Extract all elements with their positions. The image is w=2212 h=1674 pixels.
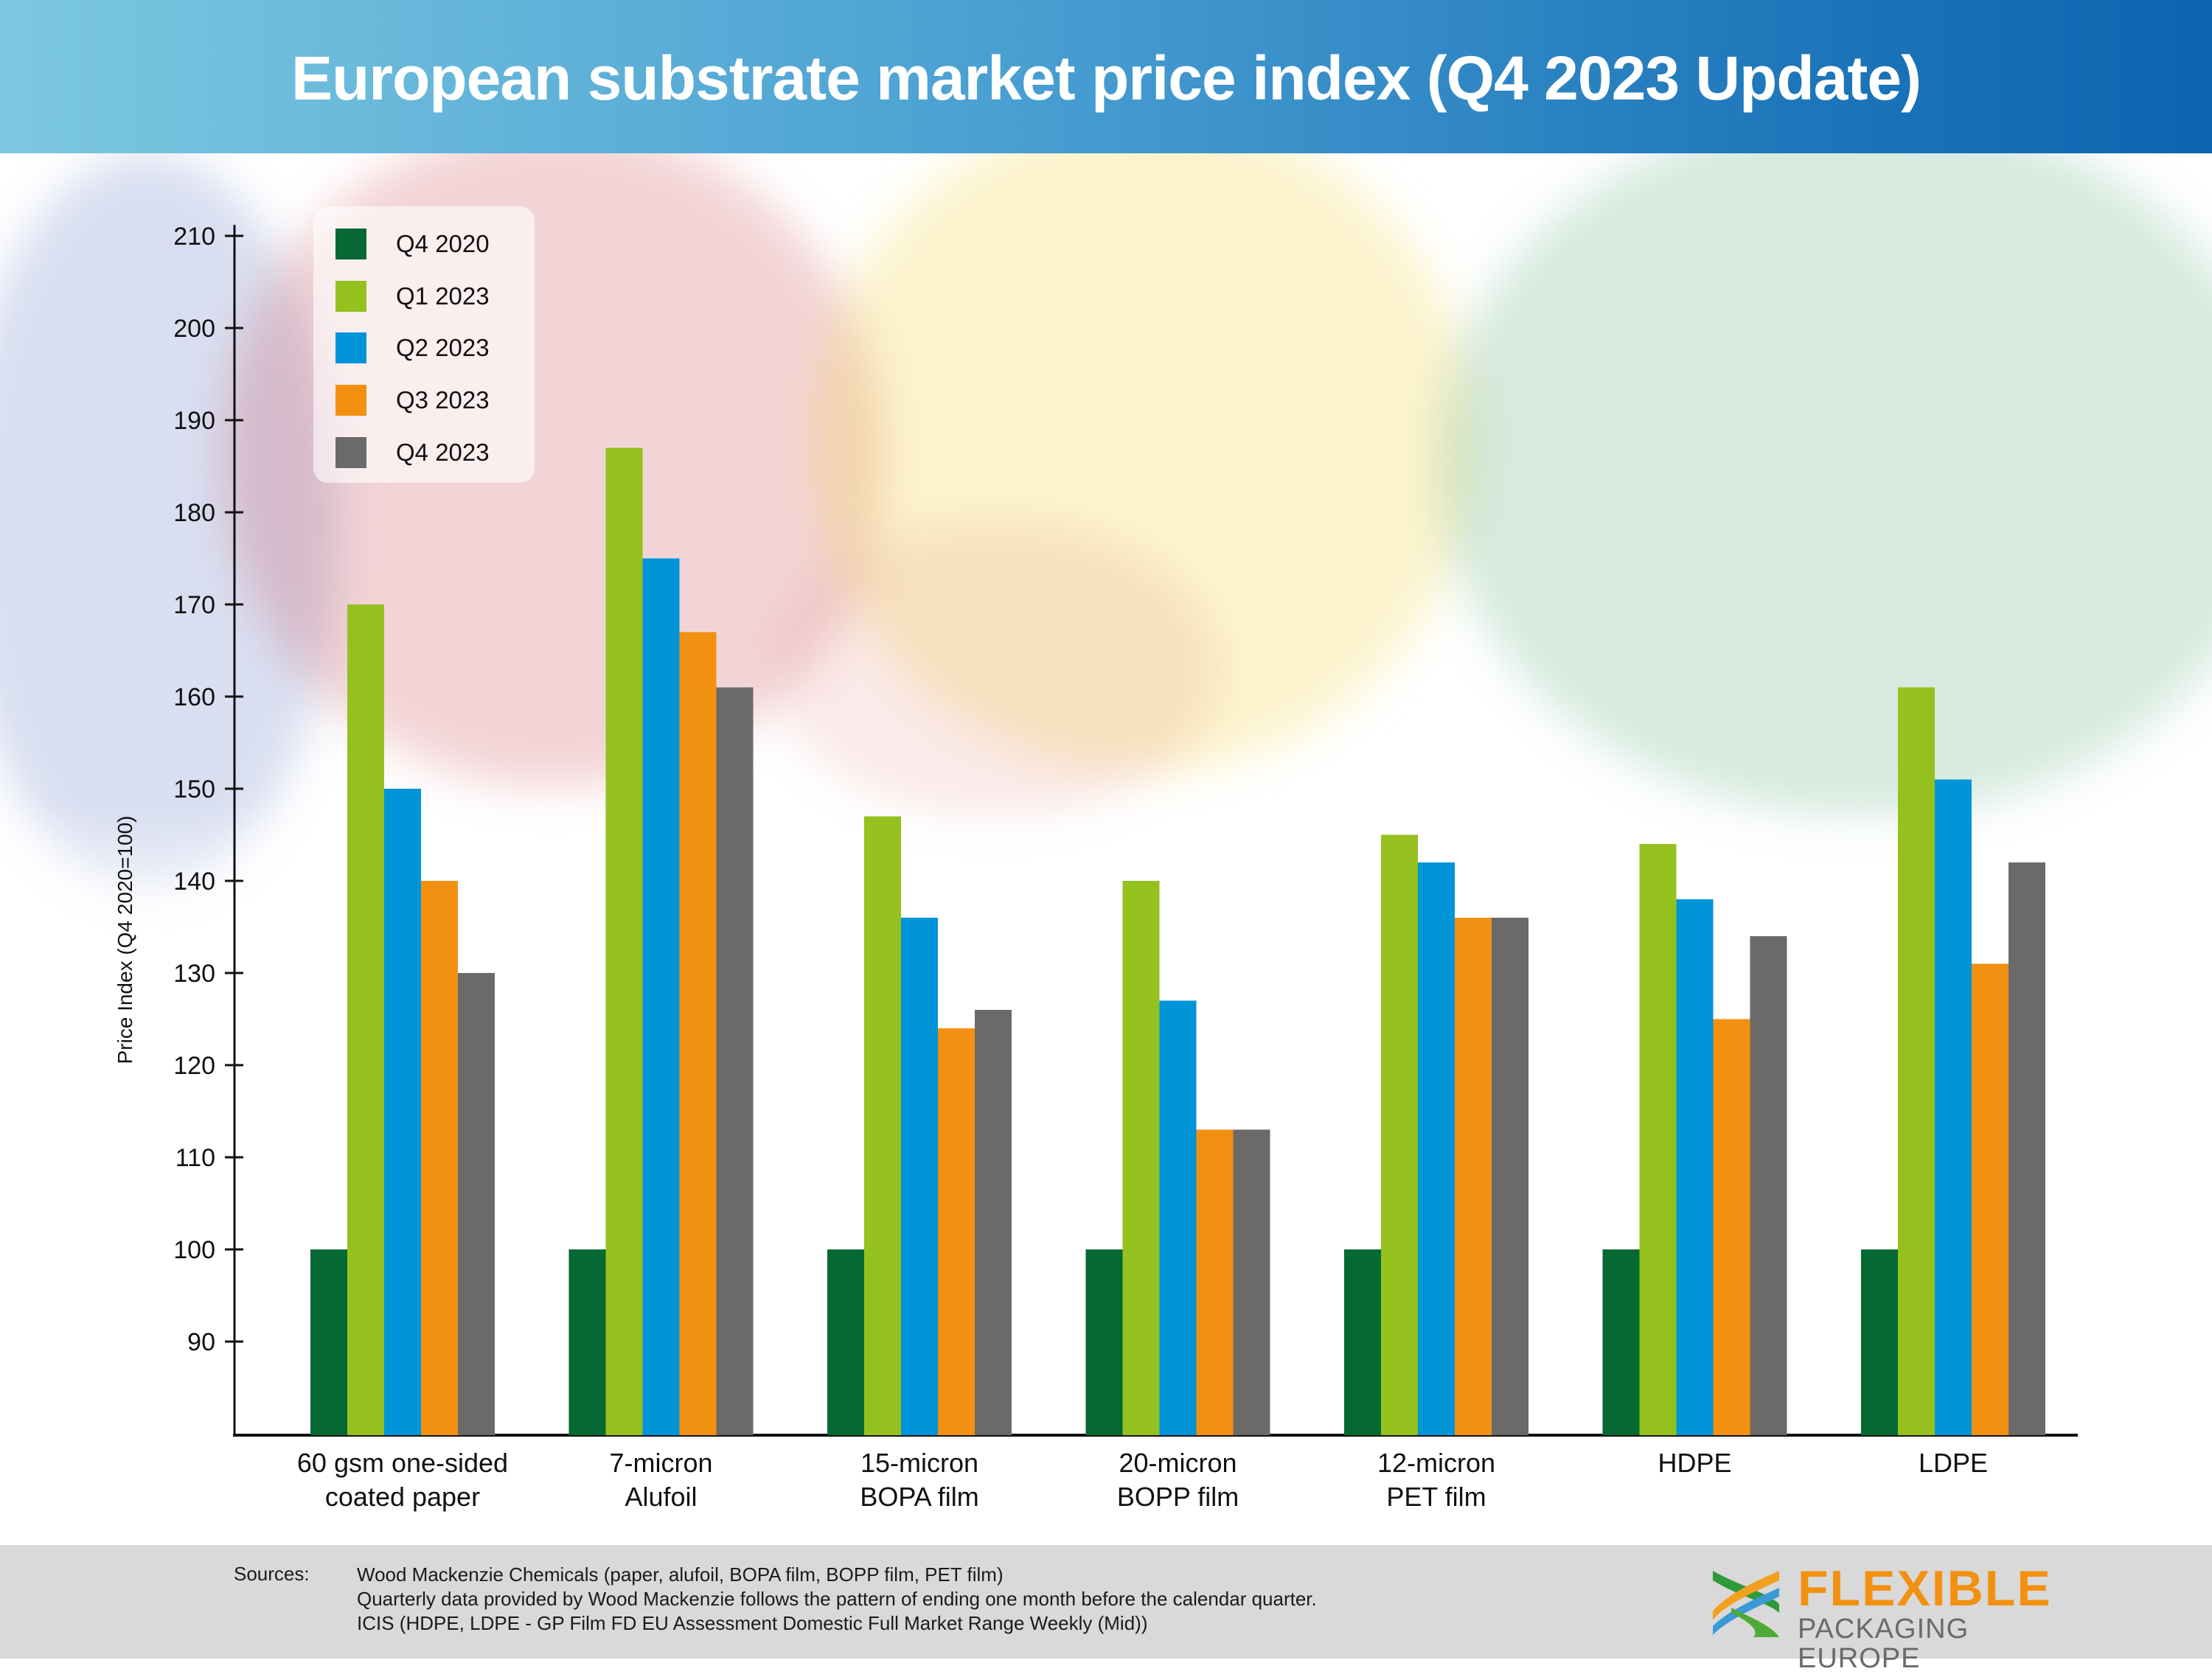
bar bbox=[1713, 1019, 1750, 1435]
legend-swatch bbox=[335, 332, 366, 364]
bar bbox=[901, 918, 938, 1435]
bar bbox=[1233, 1129, 1270, 1435]
bar bbox=[1639, 844, 1677, 1435]
bar bbox=[568, 1249, 606, 1435]
bar bbox=[1676, 899, 1714, 1435]
sources-list: Wood Mackenzie Chemicals (paper, alufoil… bbox=[357, 1563, 1317, 1636]
bar bbox=[1455, 918, 1492, 1435]
x-tick-label-line: BOPA film bbox=[860, 1482, 979, 1512]
bar bbox=[1344, 1249, 1381, 1435]
x-tick-label-line: 12-micron bbox=[1377, 1448, 1496, 1478]
source-line: ICIS (HDPE, LDPE - GP Film FD EU Assessm… bbox=[357, 1612, 1148, 1634]
bar bbox=[1602, 1249, 1640, 1435]
bar bbox=[716, 687, 754, 1435]
bar bbox=[1085, 1249, 1123, 1435]
y-axis-label: Price Index (Q4 2020=100) bbox=[114, 815, 136, 1064]
x-tick-label: 7-micron Alufoil bbox=[529, 1446, 794, 1514]
legend-item: Q2 2023 bbox=[335, 332, 490, 364]
bar bbox=[1898, 687, 1935, 1435]
y-tick-label: 180 bbox=[173, 499, 215, 527]
legend-swatch bbox=[335, 436, 366, 468]
y-tick-label: 200 bbox=[173, 315, 215, 343]
bar bbox=[864, 816, 901, 1435]
x-tick-label: LDPE bbox=[1820, 1446, 2086, 1480]
footer: Sources: Wood Mackenzie Chemicals (paper… bbox=[0, 1545, 2212, 1673]
bar bbox=[605, 447, 643, 1435]
x-tick-label-line: Alufoil bbox=[625, 1482, 698, 1512]
y-tick-label: 90 bbox=[187, 1328, 215, 1356]
x-tick-label-line: LDPE bbox=[1918, 1448, 1989, 1478]
bar bbox=[1861, 1249, 1898, 1435]
bar bbox=[1935, 779, 1972, 1435]
bar bbox=[827, 1249, 864, 1435]
logo-text-flexible: FLEXIBLE bbox=[1798, 1560, 2052, 1617]
legend-label: Q3 2023 bbox=[396, 386, 490, 414]
x-tick-label-line: BOPP film bbox=[1116, 1482, 1239, 1512]
x-tick-label-line: 60 gsm one-sided bbox=[296, 1448, 509, 1478]
logo-text-packaging-europe: PACKAGING EUROPE bbox=[1798, 1614, 1969, 1674]
y-tick-label: 210 bbox=[173, 223, 215, 251]
legend-swatch bbox=[335, 280, 366, 312]
legend-item: Q1 2023 bbox=[335, 280, 490, 313]
bar bbox=[642, 558, 680, 1435]
page-title: European substrate market price index (Q… bbox=[291, 43, 1921, 113]
bar bbox=[975, 1010, 1012, 1435]
bar bbox=[1122, 881, 1160, 1435]
x-tick-label-line: 7-micron bbox=[609, 1448, 713, 1478]
legend-item: Q4 2023 bbox=[335, 436, 490, 469]
bar bbox=[2008, 862, 2045, 1435]
x-tick-label: 20-micron BOPP film bbox=[1046, 1446, 1311, 1514]
bar bbox=[1381, 834, 1418, 1435]
y-tick-label: 140 bbox=[173, 868, 215, 896]
header-banner: European substrate market price index (Q… bbox=[0, 0, 2212, 153]
bar bbox=[384, 789, 421, 1435]
bar bbox=[1196, 1129, 1234, 1435]
legend-label: Q4 2023 bbox=[396, 438, 490, 466]
bar bbox=[679, 632, 717, 1435]
x-tick-label: 60 gsm one-sided coated paper bbox=[270, 1446, 535, 1514]
y-tick-label: 170 bbox=[173, 591, 215, 619]
legend-item: Q3 2023 bbox=[335, 384, 490, 416]
bar bbox=[347, 604, 384, 1435]
y-tick-label: 130 bbox=[173, 960, 215, 988]
x-tick-label-line: PET film bbox=[1386, 1482, 1486, 1512]
bar bbox=[1972, 963, 2008, 1435]
x-tick-label: 15-micron BOPA film bbox=[787, 1446, 1052, 1514]
y-tick-label: 190 bbox=[173, 407, 215, 435]
y-tick-label: 120 bbox=[173, 1052, 215, 1080]
y-tick-label: 150 bbox=[173, 775, 215, 803]
legend-label: Q1 2023 bbox=[396, 282, 490, 310]
source-line: Quarterly data provided by Wood Mackenzi… bbox=[357, 1588, 1317, 1610]
source-line: Wood Mackenzie Chemicals (paper, alufoil… bbox=[357, 1563, 1004, 1586]
bar bbox=[938, 1028, 975, 1435]
x-tick-label-line: 15-micron bbox=[860, 1448, 979, 1478]
bar bbox=[1492, 918, 1528, 1435]
sources-label: Sources: bbox=[234, 1563, 310, 1585]
ribbon-logo-icon bbox=[1713, 1571, 1779, 1637]
x-tick-label: 12-micron PET film bbox=[1304, 1446, 1569, 1514]
y-tick-label: 110 bbox=[175, 1144, 215, 1172]
x-tick-label-line: HDPE bbox=[1658, 1448, 1732, 1478]
bar bbox=[421, 881, 458, 1435]
x-tick-label-line: 20-micron bbox=[1119, 1448, 1237, 1478]
y-tick-label: 160 bbox=[173, 683, 215, 711]
bar bbox=[458, 973, 495, 1435]
x-tick-label-line: coated paper bbox=[324, 1482, 481, 1512]
x-tick-label: HDPE bbox=[1562, 1446, 1828, 1480]
legend-swatch bbox=[335, 229, 366, 259]
bar bbox=[310, 1249, 347, 1435]
bar bbox=[1750, 936, 1787, 1435]
y-tick-label: 100 bbox=[173, 1236, 215, 1264]
legend-label: Q4 2020 bbox=[396, 230, 490, 257]
legend-swatch bbox=[335, 385, 366, 416]
legend-item: Q4 2020 bbox=[335, 228, 490, 260]
bar bbox=[1418, 862, 1455, 1435]
flexible-packaging-europe-logo: FLEXIBLE PACKAGING EUROPE bbox=[1709, 1560, 2063, 1673]
bar bbox=[1159, 1000, 1197, 1435]
legend-label: Q2 2023 bbox=[396, 334, 490, 362]
